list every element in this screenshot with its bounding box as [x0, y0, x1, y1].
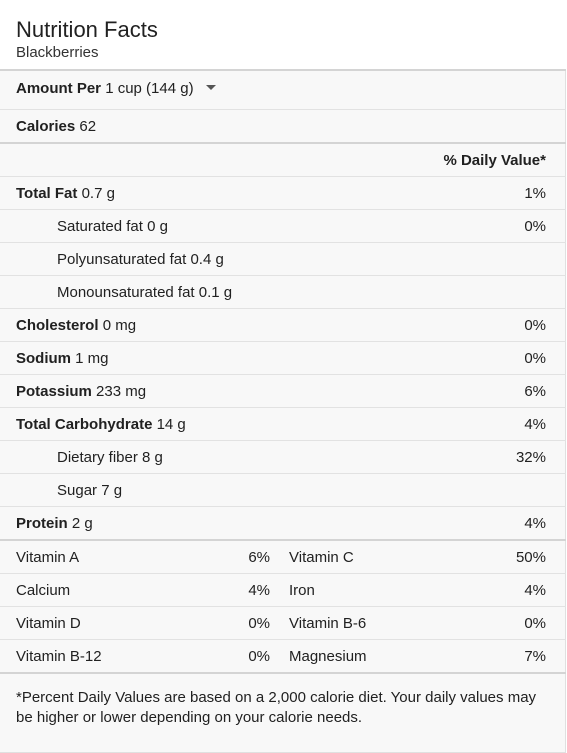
caret-down-icon[interactable]	[205, 84, 216, 90]
calories-label-group: Calories 62	[16, 110, 96, 143]
nutrient-amount: 0.7 g	[81, 185, 115, 202]
nutrient-pct: 4%	[524, 416, 546, 433]
serving-label: Amount Per	[16, 80, 102, 97]
nutrient-label: Sugar	[57, 482, 98, 499]
vitamin-pct: 6%	[248, 549, 270, 566]
calories-label: Calories	[16, 118, 76, 135]
serving-size-select[interactable]: 1 cup (144 g)	[105, 80, 216, 97]
nutrient-amount: 7 g	[101, 482, 123, 499]
nutrient-row-potassium: Potassium 233 mg 6%	[0, 375, 566, 408]
nutrient-label: Polyunsaturated fat	[57, 251, 187, 268]
nutrient-amount: 1 mg	[75, 350, 109, 367]
daily-value-header: % Daily Value*	[443, 152, 546, 169]
nutrient-row-cholesterol: Cholesterol 0 mg 0%	[0, 309, 566, 342]
nutrient-pct: 0%	[524, 317, 546, 334]
vitamin-label: Vitamin A	[16, 549, 80, 566]
vitamin-pct: 7%	[524, 648, 546, 665]
nutrient-label: Saturated fat	[57, 218, 143, 235]
serving-size-label-group: Amount Per 1 cup (144 g)	[16, 71, 216, 107]
vitamin-pct: 4%	[248, 582, 270, 599]
vitamin-label: Vitamin B-6	[289, 615, 367, 632]
vitamin-pct: 4%	[524, 582, 546, 599]
vitamin-pct: 0%	[524, 615, 546, 632]
nutrient-label: Total Carbohydrate	[16, 416, 153, 433]
nutrient-pct: 0%	[524, 350, 546, 367]
nutrient-label: Cholesterol	[16, 317, 99, 334]
nutrient-pct: 1%	[524, 185, 546, 202]
nutrient-label: Protein	[16, 515, 68, 532]
vitamin-row: Vitamin A 6% Vitamin C 50%	[0, 541, 566, 574]
calories-value: 62	[79, 118, 97, 135]
serving-size-row: Amount Per 1 cup (144 g)	[0, 71, 566, 110]
nutrient-amount: 8 g	[142, 449, 163, 466]
nutrient-row-sugar: Sugar 7 g	[0, 474, 566, 507]
nutrient-row-total-fat: Total Fat 0.7 g 1%	[0, 177, 566, 210]
nutrient-amount: 0.4 g	[190, 251, 224, 268]
nutrient-amount: 0.1 g	[198, 284, 233, 301]
nutrient-row-total-carbohydrate: Total Carbohydrate 14 g 4%	[0, 408, 566, 441]
vitamin-label: Calcium	[16, 582, 71, 599]
vitamin-label: Vitamin B-12	[16, 648, 102, 665]
nutrient-amount: 0 g	[147, 218, 168, 235]
page-title: Nutrition Facts	[16, 17, 158, 42]
nutrient-label: Total Fat	[16, 185, 78, 202]
vitamin-pct: 50%	[515, 549, 546, 566]
nutrient-amount: 2 g	[71, 515, 93, 532]
vitamin-row: Vitamin B-12 0% Magnesium 7%	[0, 640, 566, 674]
nutrient-amount: 14 g	[156, 416, 186, 433]
nutrient-row-sodium: Sodium 1 mg 0%	[0, 342, 566, 375]
vitamin-label: Iron	[289, 582, 315, 599]
nutrient-label: Sodium	[16, 350, 71, 367]
nutrient-row-polyunsaturated-fat: Polyunsaturated fat 0.4 g	[0, 243, 566, 276]
vitamin-label: Magnesium	[289, 648, 367, 665]
nutrient-row-monounsaturated-fat: Monounsaturated fat 0.1 g	[0, 276, 566, 309]
vitamin-label: Vitamin C	[289, 549, 354, 566]
nutrient-row-dietary-fiber: Dietary fiber 8 g 32%	[0, 441, 566, 474]
serving-size-value: 1 cup (144 g)	[105, 80, 194, 97]
nutrient-label: Dietary fiber	[57, 449, 138, 466]
nutrient-pct: 0%	[524, 218, 546, 235]
nutrient-pct: 6%	[524, 383, 546, 400]
nutrient-row-saturated-fat: Saturated fat 0 g 0%	[0, 210, 566, 243]
calories-row: Calories 62	[0, 110, 566, 144]
nutrient-pct: 4%	[524, 515, 546, 532]
vitamin-row: Vitamin D 0% Vitamin B-6 0%	[0, 607, 566, 640]
food-name: Blackberries	[16, 44, 99, 61]
daily-value-header-row: % Daily Value*	[0, 144, 566, 177]
vitamin-row: Calcium 4% Iron 4%	[0, 574, 566, 607]
daily-values-footnote: *Percent Daily Values are based on a 2,0…	[16, 689, 537, 726]
nutrient-row-protein: Protein 2 g 4%	[0, 507, 566, 541]
nutrient-amount: 233 mg	[96, 383, 147, 400]
nutrition-header: Nutrition Facts Blackberries	[0, 0, 566, 71]
vitamin-pct: 0%	[248, 648, 270, 665]
vitamin-label: Vitamin D	[16, 615, 81, 632]
nutrient-label: Monounsaturated fat	[57, 284, 195, 301]
nutrient-label: Potassium	[16, 383, 92, 400]
vitamin-pct: 0%	[248, 615, 270, 632]
nutrient-pct: 32%	[515, 449, 546, 466]
nutrient-amount: 0 mg	[102, 317, 137, 334]
